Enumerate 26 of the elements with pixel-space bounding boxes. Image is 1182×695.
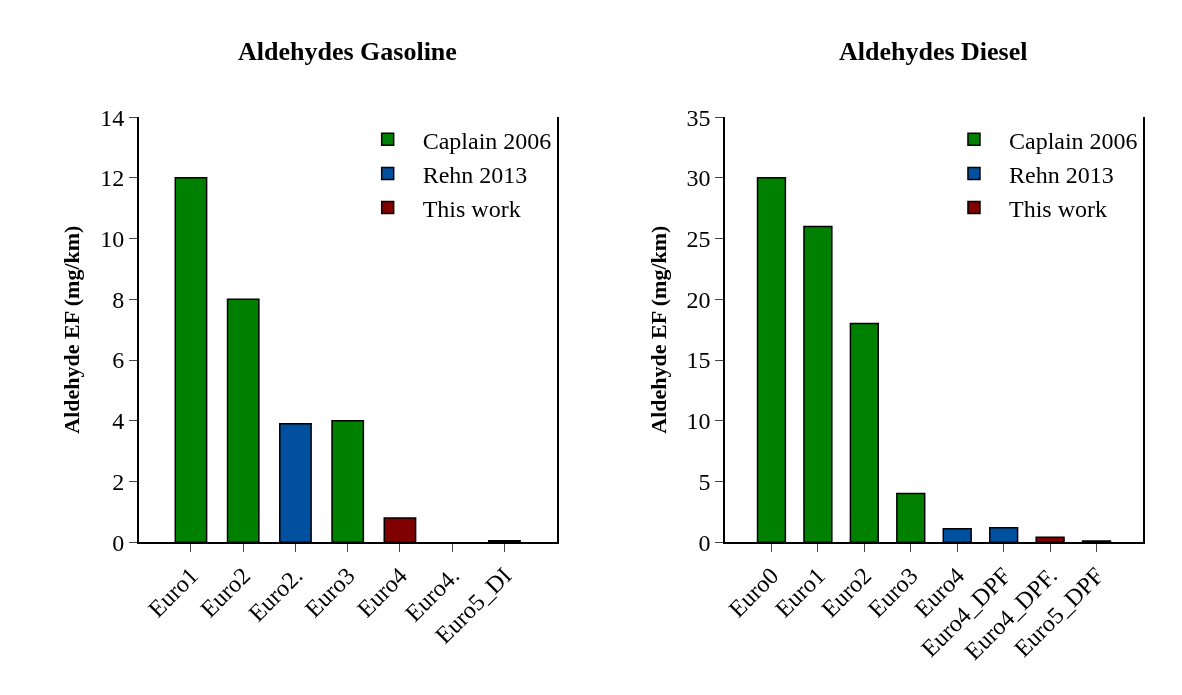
y-axis-title: Aldehyde EF (mg/km) [59,225,85,434]
y-tick-label: 15 [686,347,711,374]
legend-label: Rehn 2013 [422,161,528,188]
y-tick-label: 4 [112,408,125,435]
y-tick-label: 30 [686,165,711,192]
y-tick-label: 2 [112,468,125,495]
chart-title: Aldehydes Diesel [839,37,1028,66]
y-axis-title: Aldehyde EF (mg/km) [645,225,671,434]
legend-label: Caplain 2006 [422,127,552,154]
y-tick-label: 0 [112,529,125,556]
y-tick-label: 8 [112,286,125,313]
y-tick-label: 20 [686,286,711,313]
y-tick-label: 6 [112,347,125,374]
y-tick-label: 25 [686,225,711,252]
legend-label: Rehn 2013 [1008,161,1114,188]
y-tick-label: 5 [698,468,711,495]
legend-label: Caplain 2006 [1008,127,1138,154]
y-tick-label: 12 [100,165,125,192]
y-tick-label: 0 [698,529,711,556]
legend-label: This work [422,195,521,222]
y-tick-label: 10 [686,408,711,435]
y-tick-label: 10 [100,225,125,252]
y-tick-label: 35 [686,104,711,131]
chart-title: Aldehydes Gasoline [238,37,457,66]
y-tick-label: 14 [100,104,125,131]
legend-label: This work [1008,195,1107,222]
